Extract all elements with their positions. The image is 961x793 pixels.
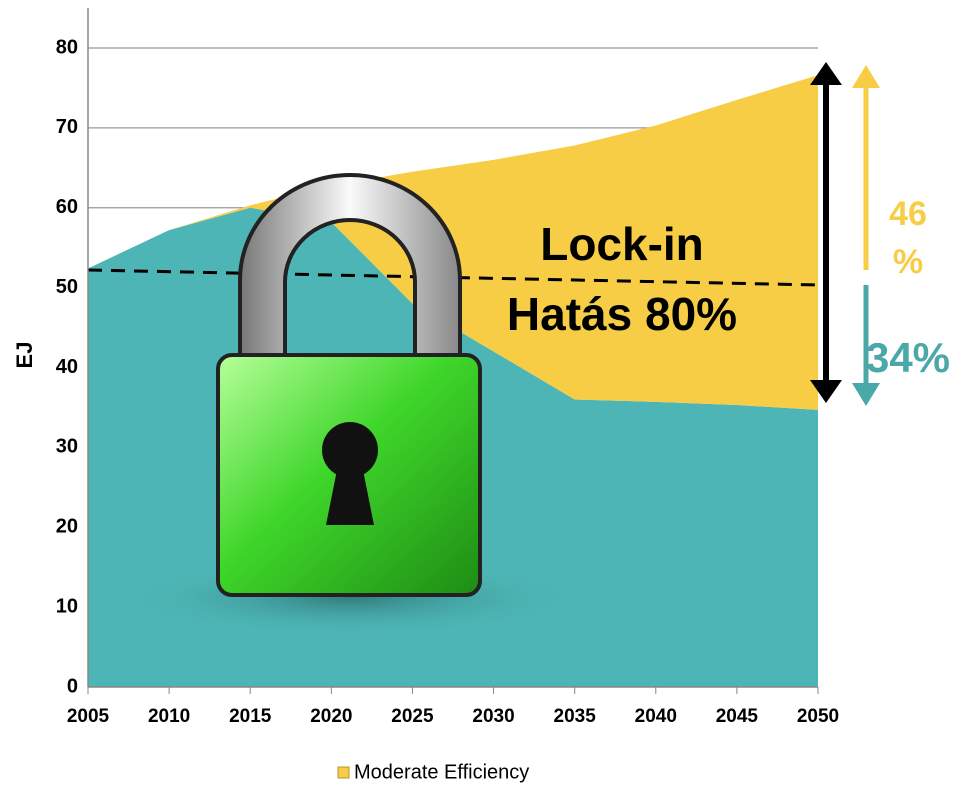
annotation: Hatás 80% xyxy=(507,288,737,340)
y-tick-label: 40 xyxy=(56,356,78,378)
lock-icon xyxy=(120,173,580,636)
x-tick-label: 2040 xyxy=(635,706,677,727)
y-tick-label: 80 xyxy=(56,36,78,58)
arrows xyxy=(810,62,880,406)
annotation: 46 xyxy=(889,195,927,233)
y-axis-label: EJ xyxy=(12,342,37,369)
legend-label: Moderate Efficiency xyxy=(354,761,529,783)
dashed-line xyxy=(87,268,819,287)
annotation: 34% xyxy=(866,334,950,381)
x-tick-label: 2035 xyxy=(554,706,597,727)
x-tick-label: 2005 xyxy=(67,706,110,727)
x-tick-label: 2010 xyxy=(148,706,190,727)
annotation: Lock-in xyxy=(540,218,704,270)
x-tick-label: 2015 xyxy=(229,706,272,727)
x-tick-label: 2050 xyxy=(797,706,839,727)
legend-swatch xyxy=(337,766,350,779)
y-tick-label: 60 xyxy=(56,196,78,218)
y-tick-label: 70 xyxy=(56,116,78,138)
y-tick-label: 30 xyxy=(56,436,78,458)
y-tick-label: 10 xyxy=(56,595,78,617)
x-tick-label: 2045 xyxy=(716,706,759,727)
x-tick-label: 2025 xyxy=(391,706,434,727)
y-tick-label: 50 xyxy=(56,276,78,298)
x-tick-label: 2020 xyxy=(310,706,352,727)
y-tick-label: 20 xyxy=(56,516,78,538)
annotation: % xyxy=(893,243,923,281)
y-tick-label: 0 xyxy=(67,675,78,697)
x-tick-label: 2030 xyxy=(472,706,514,727)
